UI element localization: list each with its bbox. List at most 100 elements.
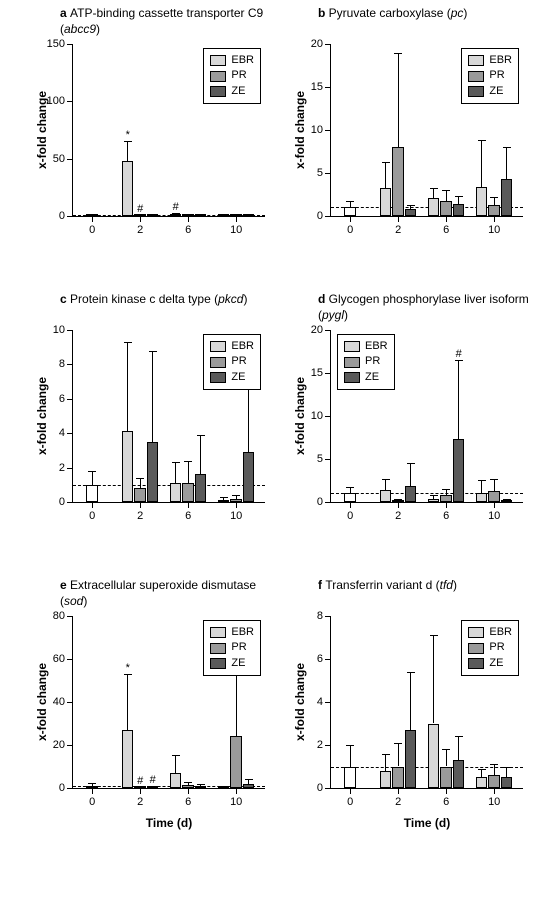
xtick-label: 6 bbox=[443, 796, 449, 808]
ytick bbox=[67, 433, 73, 434]
legend-label: EBR bbox=[231, 339, 254, 354]
plot-area-f: 02468x-fold change02610Time (d)EBRPRZE bbox=[330, 616, 523, 789]
errorbar bbox=[494, 764, 495, 775]
panel-b: b Pyruvate carboxylase (pc)05101520x-fol… bbox=[330, 44, 522, 216]
errorbar bbox=[494, 197, 495, 205]
panel-title-f: f Transferrin variant d (tfd) bbox=[318, 578, 540, 594]
errorbar bbox=[140, 478, 141, 488]
errorcap bbox=[478, 769, 486, 770]
errorcap bbox=[478, 480, 486, 481]
annotation: # bbox=[173, 201, 179, 213]
bar-ZE bbox=[453, 204, 465, 216]
panel-f: f Transferrin variant d (tfd)02468x-fold… bbox=[330, 616, 522, 788]
legend-item-EBR: EBR bbox=[210, 339, 254, 354]
xtick-label: 0 bbox=[89, 224, 95, 236]
errorcap bbox=[407, 672, 415, 673]
errorcap bbox=[184, 214, 192, 215]
bar-EBR bbox=[218, 500, 230, 502]
legend-label: ZE bbox=[231, 656, 245, 671]
ylabel: x-fold change bbox=[293, 44, 307, 216]
bar-ZE bbox=[405, 486, 417, 502]
bar-PR bbox=[230, 736, 242, 788]
figure: a ATP-binding cassette transporter C9 (a… bbox=[0, 0, 559, 898]
panel-title-b: b Pyruvate carboxylase (pc) bbox=[318, 6, 540, 22]
annotation: # bbox=[137, 203, 143, 215]
errorbar bbox=[350, 201, 351, 208]
legend: EBRPRZE bbox=[337, 334, 395, 390]
ytick-label: 2 bbox=[317, 739, 323, 751]
errorbar bbox=[127, 342, 128, 431]
legend-swatch bbox=[210, 55, 226, 66]
panel-e: e Extracellular superoxide dismutase (so… bbox=[72, 616, 264, 788]
ytick bbox=[325, 459, 331, 460]
legend-item-EBR: EBR bbox=[210, 625, 254, 640]
xtick-label: 0 bbox=[347, 224, 353, 236]
errorcap bbox=[232, 495, 240, 496]
bar-PR bbox=[230, 499, 242, 502]
plot-area-b: 05101520x-fold change02610EBRPRZE bbox=[330, 44, 523, 217]
xtick-label: 10 bbox=[230, 510, 242, 522]
ytick bbox=[67, 216, 73, 217]
legend-item-ZE: ZE bbox=[210, 656, 254, 671]
errorcap bbox=[220, 214, 228, 215]
xtick-label: 10 bbox=[488, 510, 500, 522]
ytick-label: 8 bbox=[59, 358, 65, 370]
ylabel: x-fold change bbox=[35, 330, 49, 502]
xtick bbox=[188, 216, 189, 222]
legend-label: ZE bbox=[231, 370, 245, 385]
legend-label: PR bbox=[231, 640, 246, 655]
errorbar bbox=[494, 479, 495, 491]
ytick-label: 0 bbox=[317, 782, 323, 794]
xtick bbox=[446, 502, 447, 508]
ytick-label: 80 bbox=[53, 610, 65, 622]
errorcap bbox=[490, 479, 498, 480]
legend-item-PR: PR bbox=[210, 68, 254, 83]
xtick-label: 10 bbox=[230, 796, 242, 808]
ytick-label: 4 bbox=[59, 427, 65, 439]
legend-label: PR bbox=[231, 354, 246, 369]
errorbar bbox=[458, 736, 459, 760]
errorcap bbox=[455, 360, 463, 361]
ytick bbox=[67, 44, 73, 45]
errorcap bbox=[407, 463, 415, 464]
ytick bbox=[325, 788, 331, 789]
xtick-label: 6 bbox=[185, 796, 191, 808]
errorcap bbox=[124, 141, 132, 142]
errorcap bbox=[88, 783, 96, 784]
xtick-label: 0 bbox=[347, 796, 353, 808]
errorcap bbox=[232, 215, 240, 216]
bar-EBR bbox=[122, 161, 134, 216]
ytick-label: 40 bbox=[53, 696, 65, 708]
errorbar bbox=[481, 480, 482, 493]
ytick bbox=[67, 616, 73, 617]
legend-item-ZE: ZE bbox=[210, 370, 254, 385]
xtick-label: 2 bbox=[395, 510, 401, 522]
xtick bbox=[92, 502, 93, 508]
errorbar bbox=[152, 351, 153, 442]
bar-EBR bbox=[428, 198, 440, 216]
errorbar bbox=[350, 745, 351, 767]
xtick-label: 2 bbox=[137, 224, 143, 236]
ytick bbox=[67, 702, 73, 703]
bar-PR bbox=[488, 205, 500, 216]
errorbar bbox=[127, 141, 128, 160]
ytick bbox=[67, 330, 73, 331]
errorcap bbox=[478, 140, 486, 141]
xtick bbox=[494, 216, 495, 222]
bar-ZE bbox=[195, 474, 207, 502]
errorcap bbox=[172, 755, 180, 756]
errorbar bbox=[458, 360, 459, 439]
bar-ZE bbox=[147, 442, 159, 502]
bar-EBR bbox=[170, 483, 182, 502]
annotation: # bbox=[456, 348, 462, 360]
legend-item-PR: PR bbox=[468, 68, 512, 83]
bar-EBR bbox=[170, 773, 182, 788]
legend-swatch bbox=[210, 658, 226, 669]
ytick-label: 50 bbox=[53, 153, 65, 165]
errorbar bbox=[92, 471, 93, 485]
bar-EBR bbox=[380, 771, 392, 788]
errorcap bbox=[442, 489, 450, 490]
annotation: # bbox=[137, 775, 143, 787]
legend-label: PR bbox=[489, 640, 504, 655]
errorcap bbox=[394, 743, 402, 744]
